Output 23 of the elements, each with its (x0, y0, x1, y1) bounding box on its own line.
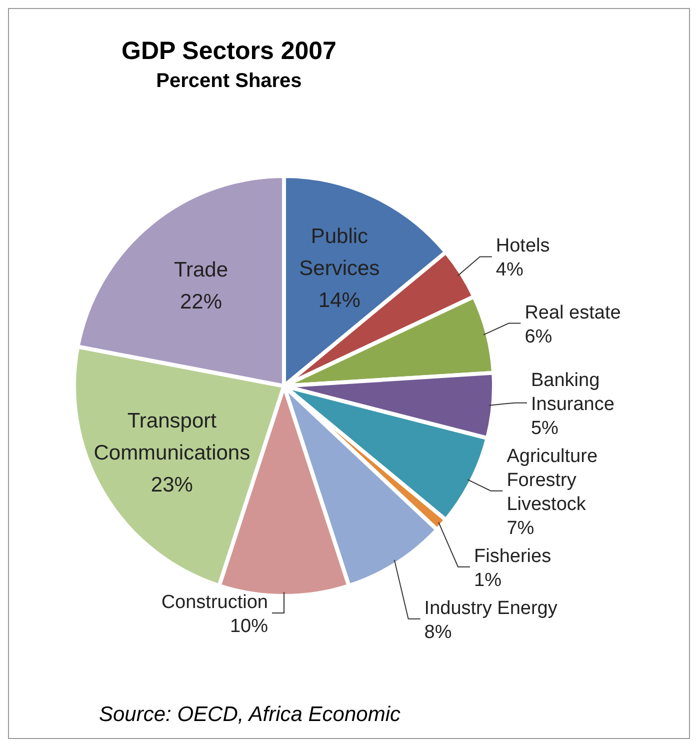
data-label: 23% (150, 473, 193, 496)
data-label: 5% (530, 418, 559, 439)
data-label: 8% (424, 622, 452, 643)
slice-label: Construction (161, 592, 268, 613)
data-label: 1% (474, 570, 502, 591)
slice-label: Hotels (496, 236, 550, 257)
chart-title: GDP Sectors 2007 (120, 37, 338, 66)
data-label: 4% (496, 260, 524, 281)
data-label: 10% (230, 616, 268, 637)
data-label: 22% (180, 290, 222, 314)
slice-label: Trade (174, 258, 228, 282)
slice-label: Agriculture Forestry Livestock (506, 446, 598, 515)
slice-label: Banking Insurance (530, 370, 614, 415)
data-label: 7% (506, 518, 534, 539)
slice-label: Fisheries (474, 546, 552, 567)
slice-label: Transport Communications (94, 409, 250, 464)
chart-subtitle: Percent Shares (155, 70, 303, 93)
slice-label: Real estate (524, 302, 621, 324)
data-label: 6% (524, 326, 552, 348)
slice-label: Industry Energy (424, 598, 558, 619)
slice-label: Public Services (299, 225, 380, 280)
source-note: Source: OECD, Africa Economic (99, 703, 400, 727)
data-label: 14% (318, 289, 360, 312)
